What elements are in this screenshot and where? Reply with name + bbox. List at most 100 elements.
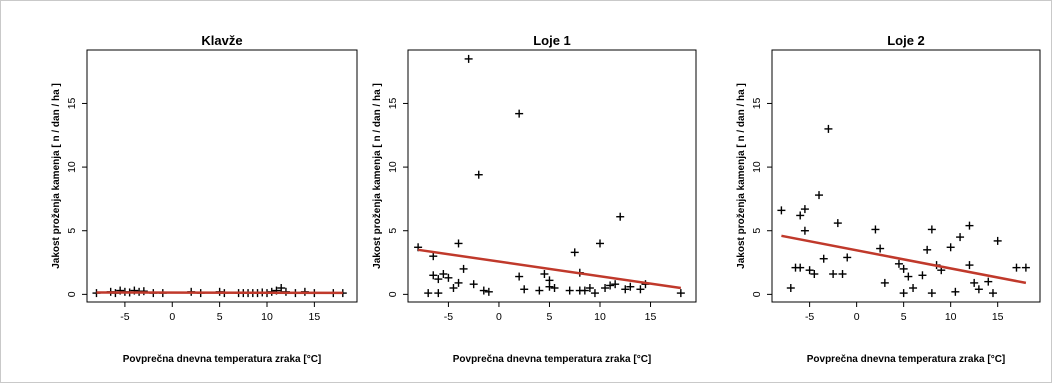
chart-panel-1: Klavže -5 0 5 10 15 0 5 10 15 Povprečna dnevna tem… — [51, 33, 358, 365]
data-point — [590, 289, 599, 298]
data-point — [520, 285, 529, 294]
data-point — [585, 284, 594, 292]
y-axis-label: Jakost proženja kamenja [ n / dan / ha ] — [736, 83, 747, 269]
data-point — [988, 289, 997, 298]
chart-panels: Klavže -5 0 5 10 15 0 5 10 15 Povprečna dnevna tem… — [51, 33, 1041, 365]
data-point — [805, 266, 814, 275]
data-point — [927, 225, 936, 234]
y-tick-label: 15 — [66, 97, 78, 109]
data-point — [923, 245, 932, 254]
plot-area — [86, 49, 358, 303]
y-tick-label: 10 — [387, 161, 399, 173]
data-point — [899, 264, 908, 273]
data-point — [429, 252, 438, 261]
x-tick-label: 5 — [217, 311, 223, 323]
data-point — [469, 280, 478, 289]
y-tick-label: 15 — [751, 97, 763, 109]
plot-area — [407, 49, 697, 303]
y-tick-label: 5 — [751, 228, 763, 234]
y-tick-label: 10 — [751, 161, 763, 173]
y-axis-label: Jakost proženja kamenja [ n / dan / ha ] — [51, 83, 62, 269]
y-tick-label: 0 — [751, 291, 763, 297]
data-point — [277, 284, 286, 292]
x-tick-label: 10 — [945, 311, 957, 323]
data-point — [800, 226, 809, 235]
data-point — [570, 248, 579, 257]
data-point — [139, 287, 148, 296]
data-point — [819, 254, 828, 263]
data-point — [833, 219, 842, 228]
data-point — [956, 233, 965, 242]
data-point — [449, 284, 458, 292]
data-point — [621, 285, 630, 294]
x-tick-label: 5 — [901, 311, 907, 323]
data-point — [601, 284, 610, 292]
data-point — [970, 278, 979, 287]
data-point — [965, 221, 974, 230]
data-point — [459, 264, 468, 273]
data-point — [974, 285, 983, 294]
data-point — [899, 289, 908, 298]
data-point — [880, 278, 889, 287]
x-tick-label: 0 — [854, 311, 860, 323]
x-tick-label: 15 — [992, 311, 1004, 323]
chart-title: Klavže — [201, 33, 242, 48]
x-axis-label: Povprečna dnevna temperatura zraka [°C] — [453, 354, 652, 365]
data-point — [876, 244, 885, 253]
data-point — [565, 286, 574, 295]
data-point — [909, 284, 918, 292]
data-point — [838, 270, 847, 278]
data-point — [596, 239, 604, 248]
data-point — [904, 272, 913, 281]
data-point — [616, 212, 625, 221]
y-axis-label: Jakost proženja kamenja [ n / dan / ha ] — [372, 83, 383, 269]
data-point — [484, 287, 493, 296]
data-point — [580, 286, 589, 295]
data-point — [626, 282, 635, 291]
chart-title: Loje 2 — [887, 33, 925, 48]
data-point — [810, 270, 819, 278]
data-point — [474, 170, 483, 179]
data-point — [515, 109, 524, 118]
y-tick-label: 5 — [387, 228, 399, 234]
plot-area — [771, 49, 1041, 303]
x-tick-label: 15 — [645, 311, 657, 323]
x-tick-label: 10 — [594, 311, 606, 323]
chart-panel-2: Loje 1 -5 0 5 10 15 0 5 10 15 Povprečna dnevna tem… — [372, 33, 697, 365]
data-point — [479, 286, 488, 295]
data-point — [815, 191, 824, 200]
data-point — [829, 270, 838, 278]
data-point — [786, 284, 795, 292]
data-point — [946, 243, 955, 252]
trend-line — [781, 234, 1027, 285]
data-point — [611, 280, 620, 289]
data-point — [777, 206, 786, 215]
data-point — [424, 289, 433, 298]
data-point — [540, 270, 549, 278]
data-point — [800, 205, 809, 214]
x-tick-label: 5 — [547, 311, 553, 323]
data-point — [535, 286, 544, 295]
data-point — [984, 277, 993, 286]
data-point — [676, 289, 685, 298]
data-point — [429, 271, 438, 280]
data-point — [796, 211, 805, 220]
data-point — [636, 285, 645, 294]
data-point — [871, 225, 880, 234]
x-tick-label: 0 — [169, 311, 175, 323]
data-point — [1021, 263, 1030, 272]
x-tick-label: 10 — [261, 311, 273, 323]
data-point — [965, 261, 974, 270]
data-point — [444, 273, 453, 282]
x-tick-label: 0 — [496, 311, 502, 323]
data-point — [464, 54, 473, 63]
data-point — [951, 287, 960, 296]
chart-panel-3: Loje 2 -5 0 5 10 15 0 5 10 15 Povprečna dnevna tem… — [736, 33, 1041, 365]
trend-line — [417, 248, 682, 290]
data-point — [434, 275, 443, 284]
data-point — [843, 253, 852, 262]
x-tick-label: -5 — [444, 311, 453, 323]
data-point — [894, 259, 903, 268]
